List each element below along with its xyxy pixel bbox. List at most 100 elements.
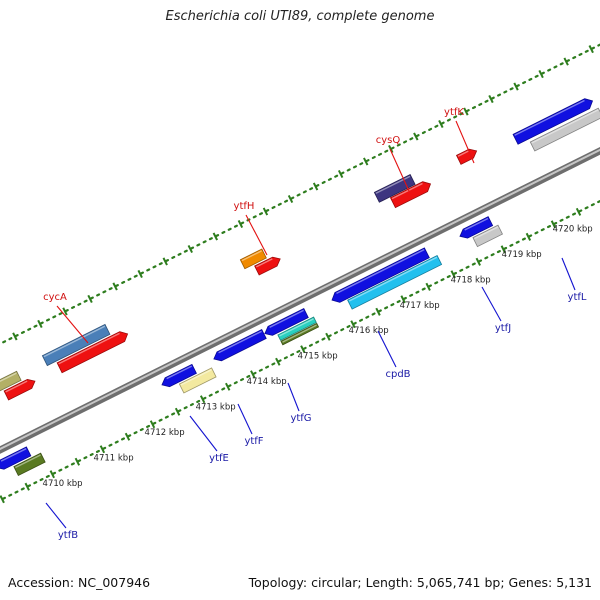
gene-block xyxy=(13,452,46,477)
inner-dotted-track xyxy=(0,199,600,502)
scale-tick xyxy=(99,445,106,454)
scale-tick xyxy=(525,232,532,241)
gene-label-ytfJ: ytfJ xyxy=(495,323,511,334)
scale-tick xyxy=(237,219,244,229)
genome-summary-text: Topology: circular; Length: 5,065,741 bp… xyxy=(248,575,592,590)
gene-block-highlight xyxy=(15,454,41,469)
genome-backbone-highlight xyxy=(0,148,600,451)
gene-label-cycA: cycA xyxy=(43,292,67,303)
leader-line xyxy=(481,286,502,322)
leader-line xyxy=(455,120,475,164)
scale-tick xyxy=(37,319,43,328)
scale-label: 4710 kbp xyxy=(43,479,83,489)
scale-tick xyxy=(112,282,118,291)
scale-tick xyxy=(513,82,519,91)
gene-block xyxy=(529,107,600,152)
gene-block-highlight xyxy=(348,256,438,302)
scale-tick xyxy=(275,357,281,366)
gene-block-highlight xyxy=(58,332,120,365)
scale-tick xyxy=(375,307,381,316)
scale-tick xyxy=(438,120,444,129)
scale-tick xyxy=(588,45,594,54)
leader-line xyxy=(287,382,300,412)
gene-block-highlight xyxy=(336,249,425,295)
scale-tick xyxy=(563,57,569,66)
gene-block xyxy=(161,363,197,388)
gene-label-ytfH: ytfH xyxy=(234,201,255,212)
map-title: Escherichia coli UTI89, complete genome xyxy=(165,9,435,24)
gene-label-ytfK: ytfK xyxy=(444,107,464,118)
scale-label: 4712 kbp xyxy=(145,428,185,438)
scale-tick xyxy=(87,294,93,303)
scale-label: 4719 kbp xyxy=(502,250,542,260)
gene-block-highlight xyxy=(166,365,193,380)
gene-block-highlight xyxy=(375,175,411,194)
scale-label: 4714 kbp xyxy=(247,377,287,387)
scale-tick xyxy=(363,157,369,166)
gene-block-highlight xyxy=(43,325,106,358)
scale-tick xyxy=(187,244,193,253)
scale-tick xyxy=(124,432,131,441)
scale-tick xyxy=(312,182,319,191)
scale-tick xyxy=(488,95,494,104)
scale-tick xyxy=(575,207,582,216)
gene-label-ytfF: ytfF xyxy=(244,436,263,447)
scale-tick xyxy=(287,194,294,204)
gene-block xyxy=(56,331,129,374)
scale-label: 4716 kbp xyxy=(349,326,389,336)
scale-tick xyxy=(425,282,431,291)
gene-block-highlight xyxy=(282,324,317,343)
scale-tick xyxy=(149,420,156,429)
scale-label: 4720 kbp xyxy=(553,225,593,235)
gene-label-ytfE: ytfE xyxy=(209,453,229,464)
gene-block xyxy=(472,224,504,248)
gene-label-ytfB: ytfB xyxy=(58,530,78,541)
scale-tick xyxy=(538,70,544,79)
accession-text: Accession: NC_007946 xyxy=(8,575,151,590)
gene-block xyxy=(178,367,217,394)
gene-label-ytfG: ytfG xyxy=(290,413,311,424)
gene-block-highlight xyxy=(241,250,262,262)
scale-tick xyxy=(475,257,481,266)
gene-block xyxy=(389,181,432,209)
gene-block xyxy=(239,248,267,270)
scale-tick xyxy=(262,207,269,216)
gene-block-highlight xyxy=(0,448,27,462)
scale-tick xyxy=(0,495,5,504)
leader-line xyxy=(56,305,89,344)
gene-block-highlight xyxy=(514,99,585,136)
gene-block-highlight xyxy=(531,109,599,144)
scale-tick xyxy=(413,132,419,141)
gene-label-ytfL: ytfL xyxy=(568,292,587,303)
gene-block-highlight xyxy=(474,226,499,240)
outer-dotted-track xyxy=(0,43,600,346)
gene-label-cpdB: cpdB xyxy=(385,369,410,380)
scale-label: 4715 kbp xyxy=(298,352,338,362)
scale-tick xyxy=(225,382,231,391)
gene-block-highlight xyxy=(269,309,304,328)
scale-label: 4713 kbp xyxy=(196,403,236,413)
scale-tick xyxy=(49,470,55,479)
leader-line xyxy=(561,257,576,291)
scale-tick xyxy=(550,220,557,229)
gene-block xyxy=(3,378,36,401)
gene-block xyxy=(0,370,22,392)
scale-tick xyxy=(74,457,81,466)
gene-block xyxy=(264,308,309,336)
gene-block-highlight xyxy=(457,150,470,157)
leader-line xyxy=(245,214,268,256)
gene-block xyxy=(213,329,267,362)
leader-line xyxy=(45,502,67,529)
gene-block-highlight xyxy=(391,182,423,200)
gene-block xyxy=(459,216,494,239)
scale-label: 4711 kbp xyxy=(94,453,134,463)
gene-block-highlight xyxy=(464,217,489,231)
scale-tick xyxy=(212,232,219,241)
leader-line xyxy=(377,330,397,368)
gene-block xyxy=(512,98,594,145)
gene-block xyxy=(347,254,443,310)
scale-tick xyxy=(388,144,394,154)
gene-block-highlight xyxy=(0,372,17,383)
